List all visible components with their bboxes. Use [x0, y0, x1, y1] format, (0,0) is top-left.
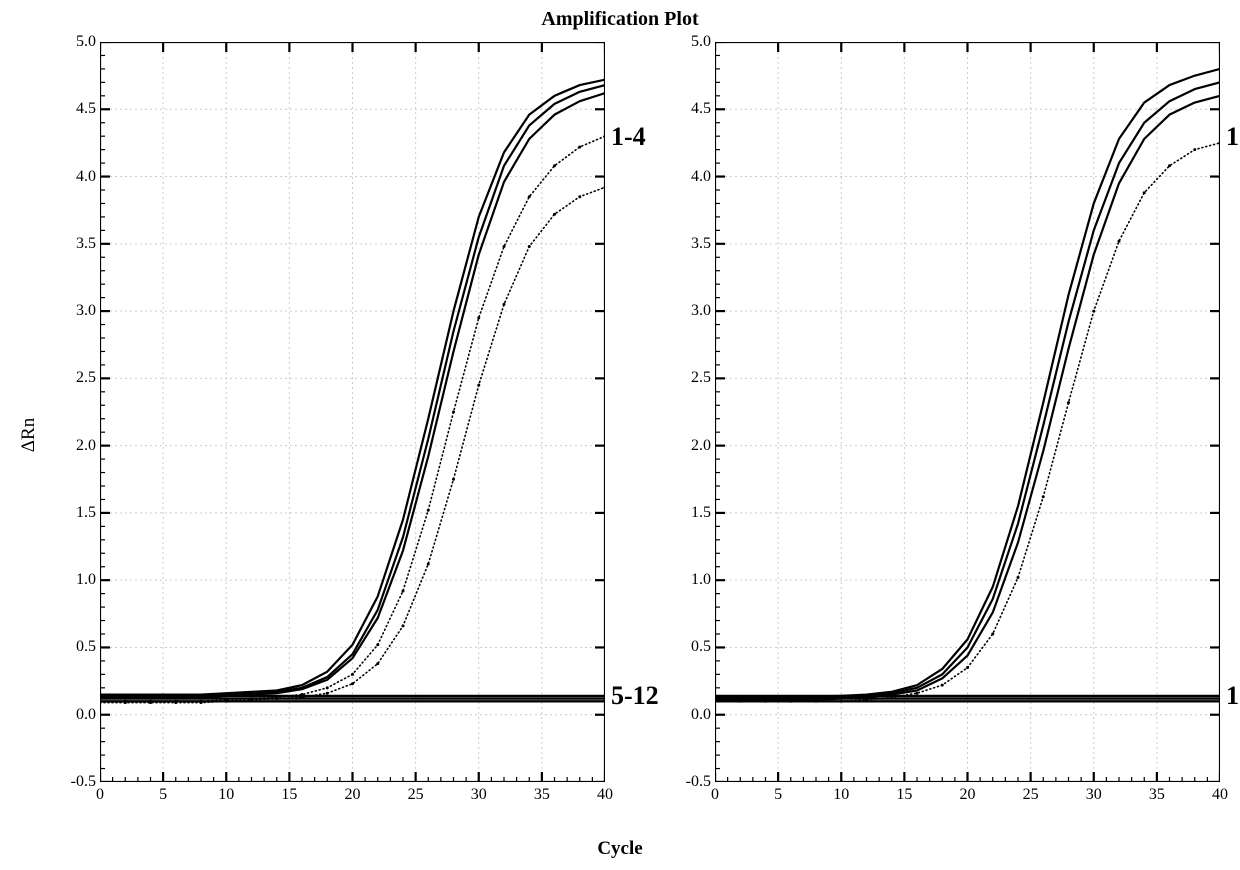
plot-area — [100, 42, 605, 782]
x-tick-label: 40 — [597, 786, 613, 804]
panel-left: -0.50.00.51.01.52.02.53.03.54.04.55.0 05… — [60, 42, 605, 812]
x-tick-label: 35 — [1149, 786, 1165, 804]
y-tick-label: 5.0 — [76, 33, 96, 51]
curve-annotation: 17-20 — [1226, 681, 1240, 711]
y-tick-label: 2.5 — [76, 369, 96, 387]
y-tick-label: 4.0 — [76, 168, 96, 186]
y-tick-label: 2.0 — [76, 437, 96, 455]
x-tick-label: 20 — [345, 786, 361, 804]
x-tick-label: 15 — [281, 786, 297, 804]
x-tick-label: 5 — [774, 786, 782, 804]
y-tick-label: 2.5 — [691, 369, 711, 387]
y-axis-label: ΔRn — [18, 418, 40, 452]
x-tick-label: 0 — [96, 786, 104, 804]
panel-right: -0.50.00.51.01.52.02.53.03.54.04.55.0 05… — [675, 42, 1220, 812]
y-tick-labels: -0.50.00.51.01.52.02.53.03.54.04.55.0 — [675, 42, 713, 782]
figure: Amplification Plot ΔRn Cycle -0.5 0.0 0.5 1… — [0, 0, 1240, 870]
x-tick-label: 35 — [534, 786, 550, 804]
x-tick-label: 5 — [159, 786, 167, 804]
curve-annotation: 5-12 — [611, 681, 659, 711]
chart-title: Amplification Plot — [0, 8, 1240, 31]
y-tick-label: 4.0 — [691, 168, 711, 186]
y-tick-label: 3.5 — [76, 235, 96, 253]
x-tick-label: 40 — [1212, 786, 1228, 804]
y-tick-label: 1.5 — [76, 504, 96, 522]
curve-annotation: 13-16 — [1226, 122, 1240, 152]
y-tick-label: 4.5 — [76, 100, 96, 118]
plot-area — [715, 42, 1220, 782]
y-tick-label: 0.5 — [691, 638, 711, 656]
y-tick-label: 1.0 — [76, 571, 96, 589]
x-tick-label: 15 — [896, 786, 912, 804]
series — [715, 82, 1220, 698]
y-tick-label: 4.5 — [691, 100, 711, 118]
y-tick-label: 0.5 — [76, 638, 96, 656]
y-tick-label: -0.5 — [71, 773, 96, 791]
x-tick-label: 25 — [408, 786, 424, 804]
y-tick-label: 3.0 — [76, 302, 96, 320]
x-tick-label: 30 — [1086, 786, 1102, 804]
y-tick-label: 1.0 — [691, 571, 711, 589]
y-tick-label: 1.5 — [691, 504, 711, 522]
x-tick-label: 20 — [960, 786, 976, 804]
x-tick-label: 30 — [471, 786, 487, 804]
y-tick-label: 0.0 — [76, 706, 96, 724]
y-tick-label: 3.0 — [691, 302, 711, 320]
curve-annotation: 1-4 — [611, 122, 646, 152]
y-tick-label: 5.0 — [691, 33, 711, 51]
y-tick-label: 0.0 — [691, 706, 711, 724]
x-tick-label: 0 — [711, 786, 719, 804]
panels: -0.50.00.51.01.52.02.53.03.54.04.55.0 05… — [60, 42, 1220, 812]
y-tick-label: -0.5 — [686, 773, 711, 791]
y-tick-label: 3.5 — [691, 235, 711, 253]
x-tick-label: 25 — [1023, 786, 1039, 804]
x-tick-labels: 0510152025303540 — [100, 784, 605, 812]
x-tick-label: 10 — [833, 786, 849, 804]
x-tick-labels: 0510152025303540 — [715, 784, 1220, 812]
y-tick-labels: -0.50.00.51.01.52.02.53.03.54.04.55.0 — [60, 42, 98, 782]
y-tick-label: 2.0 — [691, 437, 711, 455]
x-tick-label: 10 — [218, 786, 234, 804]
x-axis-label: Cycle — [0, 838, 1240, 860]
